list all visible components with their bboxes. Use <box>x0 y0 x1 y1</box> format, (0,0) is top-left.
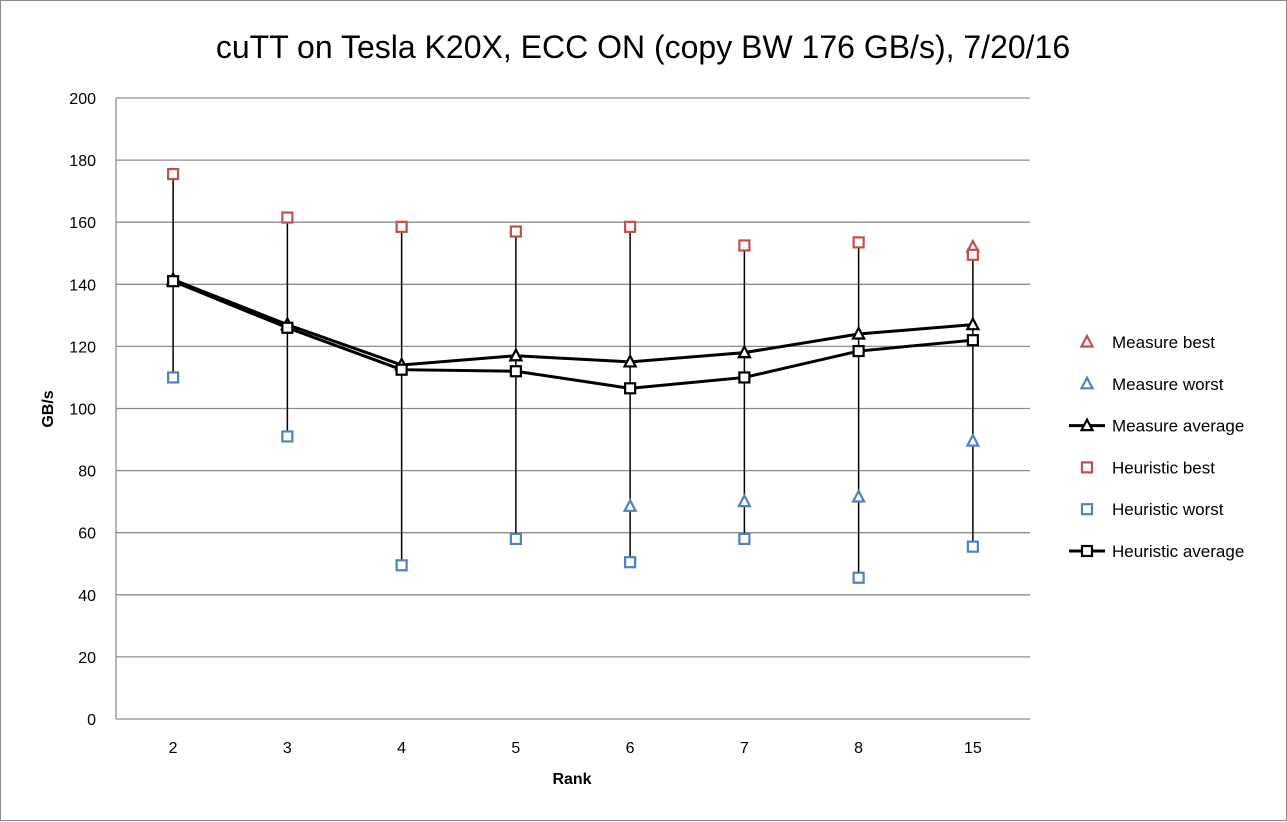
heuristic-best-point <box>509 225 522 238</box>
gridlines <box>115 97 1030 720</box>
heuristic-worst-point <box>509 532 522 546</box>
heuristic-best-point <box>281 211 294 224</box>
chart-title: cuTT on Tesla K20X, ECC ON (copy BW 176 … <box>216 29 1070 65</box>
heuristic-best-point <box>624 220 637 233</box>
y-tick-label: 0 <box>87 712 96 729</box>
x-tick-label: 4 <box>397 740 406 757</box>
measure-worst-point <box>965 432 981 447</box>
axis-ticks: 0 20 40 60 80 100 120 140 160 180 200 2 3 4 5 6 7 8 15 <box>69 91 982 757</box>
heuristic-average-point <box>852 344 865 358</box>
measure-average-point <box>851 325 866 340</box>
heuristic-worst-point <box>167 371 180 384</box>
y-tick-label: 120 <box>69 339 96 356</box>
legend-marker-measure-worst <box>1079 375 1095 390</box>
legend-label-heuristic-best: Heuristic best <box>1112 458 1215 477</box>
legend-label-measure-average: Measure average <box>1112 417 1244 436</box>
heuristic-average-point <box>509 365 522 378</box>
y-axis-label: GB/s <box>40 390 57 427</box>
heuristic-best-point <box>167 167 180 181</box>
heuristic-average-point <box>167 275 180 288</box>
legend-label-heuristic-average: Heuristic average <box>1112 542 1244 561</box>
measure-average-point <box>622 353 638 368</box>
x-tick-label: 3 <box>283 740 292 757</box>
heuristic-average-point <box>281 321 294 334</box>
heuristic-best-point <box>966 248 979 261</box>
heuristic-best-point <box>852 236 865 249</box>
heuristic-worst-point <box>738 532 751 546</box>
x-tick-label: 6 <box>626 740 635 757</box>
legend-marker-heuristic-average <box>1080 544 1094 558</box>
measure-worst-point <box>622 497 638 512</box>
measure-worst-point <box>737 493 752 508</box>
heuristic-best-point <box>738 239 751 252</box>
heuristic-worst-point <box>852 571 865 584</box>
heuristic-worst-point <box>395 559 408 572</box>
heuristic-average-line <box>172 279 974 390</box>
y-tick-label: 80 <box>78 464 96 481</box>
x-tick-label: 15 <box>964 740 982 757</box>
legend-label-heuristic-worst: Heuristic worst <box>1112 500 1224 519</box>
legend-label-measure-best: Measure best <box>1112 333 1215 352</box>
x-tick-label: 7 <box>740 740 749 757</box>
heuristic-average-point <box>624 382 637 395</box>
high-low-lines <box>172 174 974 578</box>
measure-worst-point <box>851 488 866 503</box>
x-tick-label: 8 <box>854 740 863 757</box>
y-tick-label: 140 <box>69 277 96 294</box>
x-tick-label: 2 <box>169 740 178 757</box>
heuristic-best-point <box>395 220 408 233</box>
measure-average-point <box>737 344 752 359</box>
x-axis-label: Rank <box>552 771 591 788</box>
y-tick-label: 160 <box>69 215 96 232</box>
heuristic-average-point <box>395 363 408 376</box>
measure-average-point <box>508 347 524 362</box>
legend-label-measure-worst: Measure worst <box>1112 375 1224 394</box>
legend-marker-measure-best <box>1079 333 1095 348</box>
measure-average-line <box>172 278 973 367</box>
x-tick-label: 5 <box>511 740 520 757</box>
y-tick-label: 100 <box>69 402 96 419</box>
legend: Measure best Measure worst Measure average… <box>1069 333 1244 561</box>
legend-marker-heuristic-best <box>1080 461 1094 474</box>
heuristic-worst-point <box>281 430 294 443</box>
y-tick-label: 40 <box>78 588 96 605</box>
y-tick-label: 180 <box>69 153 96 170</box>
series-lines <box>172 278 974 390</box>
legend-marker-heuristic-worst <box>1080 503 1094 516</box>
measure-average-point <box>965 316 981 331</box>
y-tick-label: 200 <box>69 91 96 108</box>
heuristic-worst-point <box>624 556 637 569</box>
heuristic-average-point <box>738 371 751 384</box>
y-tick-label: 60 <box>78 526 96 543</box>
data-markers <box>165 167 981 584</box>
heuristic-average-point <box>966 334 979 347</box>
legend-marker-measure-average <box>1079 417 1095 432</box>
heuristic-worst-point <box>966 540 979 553</box>
y-tick-label: 20 <box>78 650 96 667</box>
